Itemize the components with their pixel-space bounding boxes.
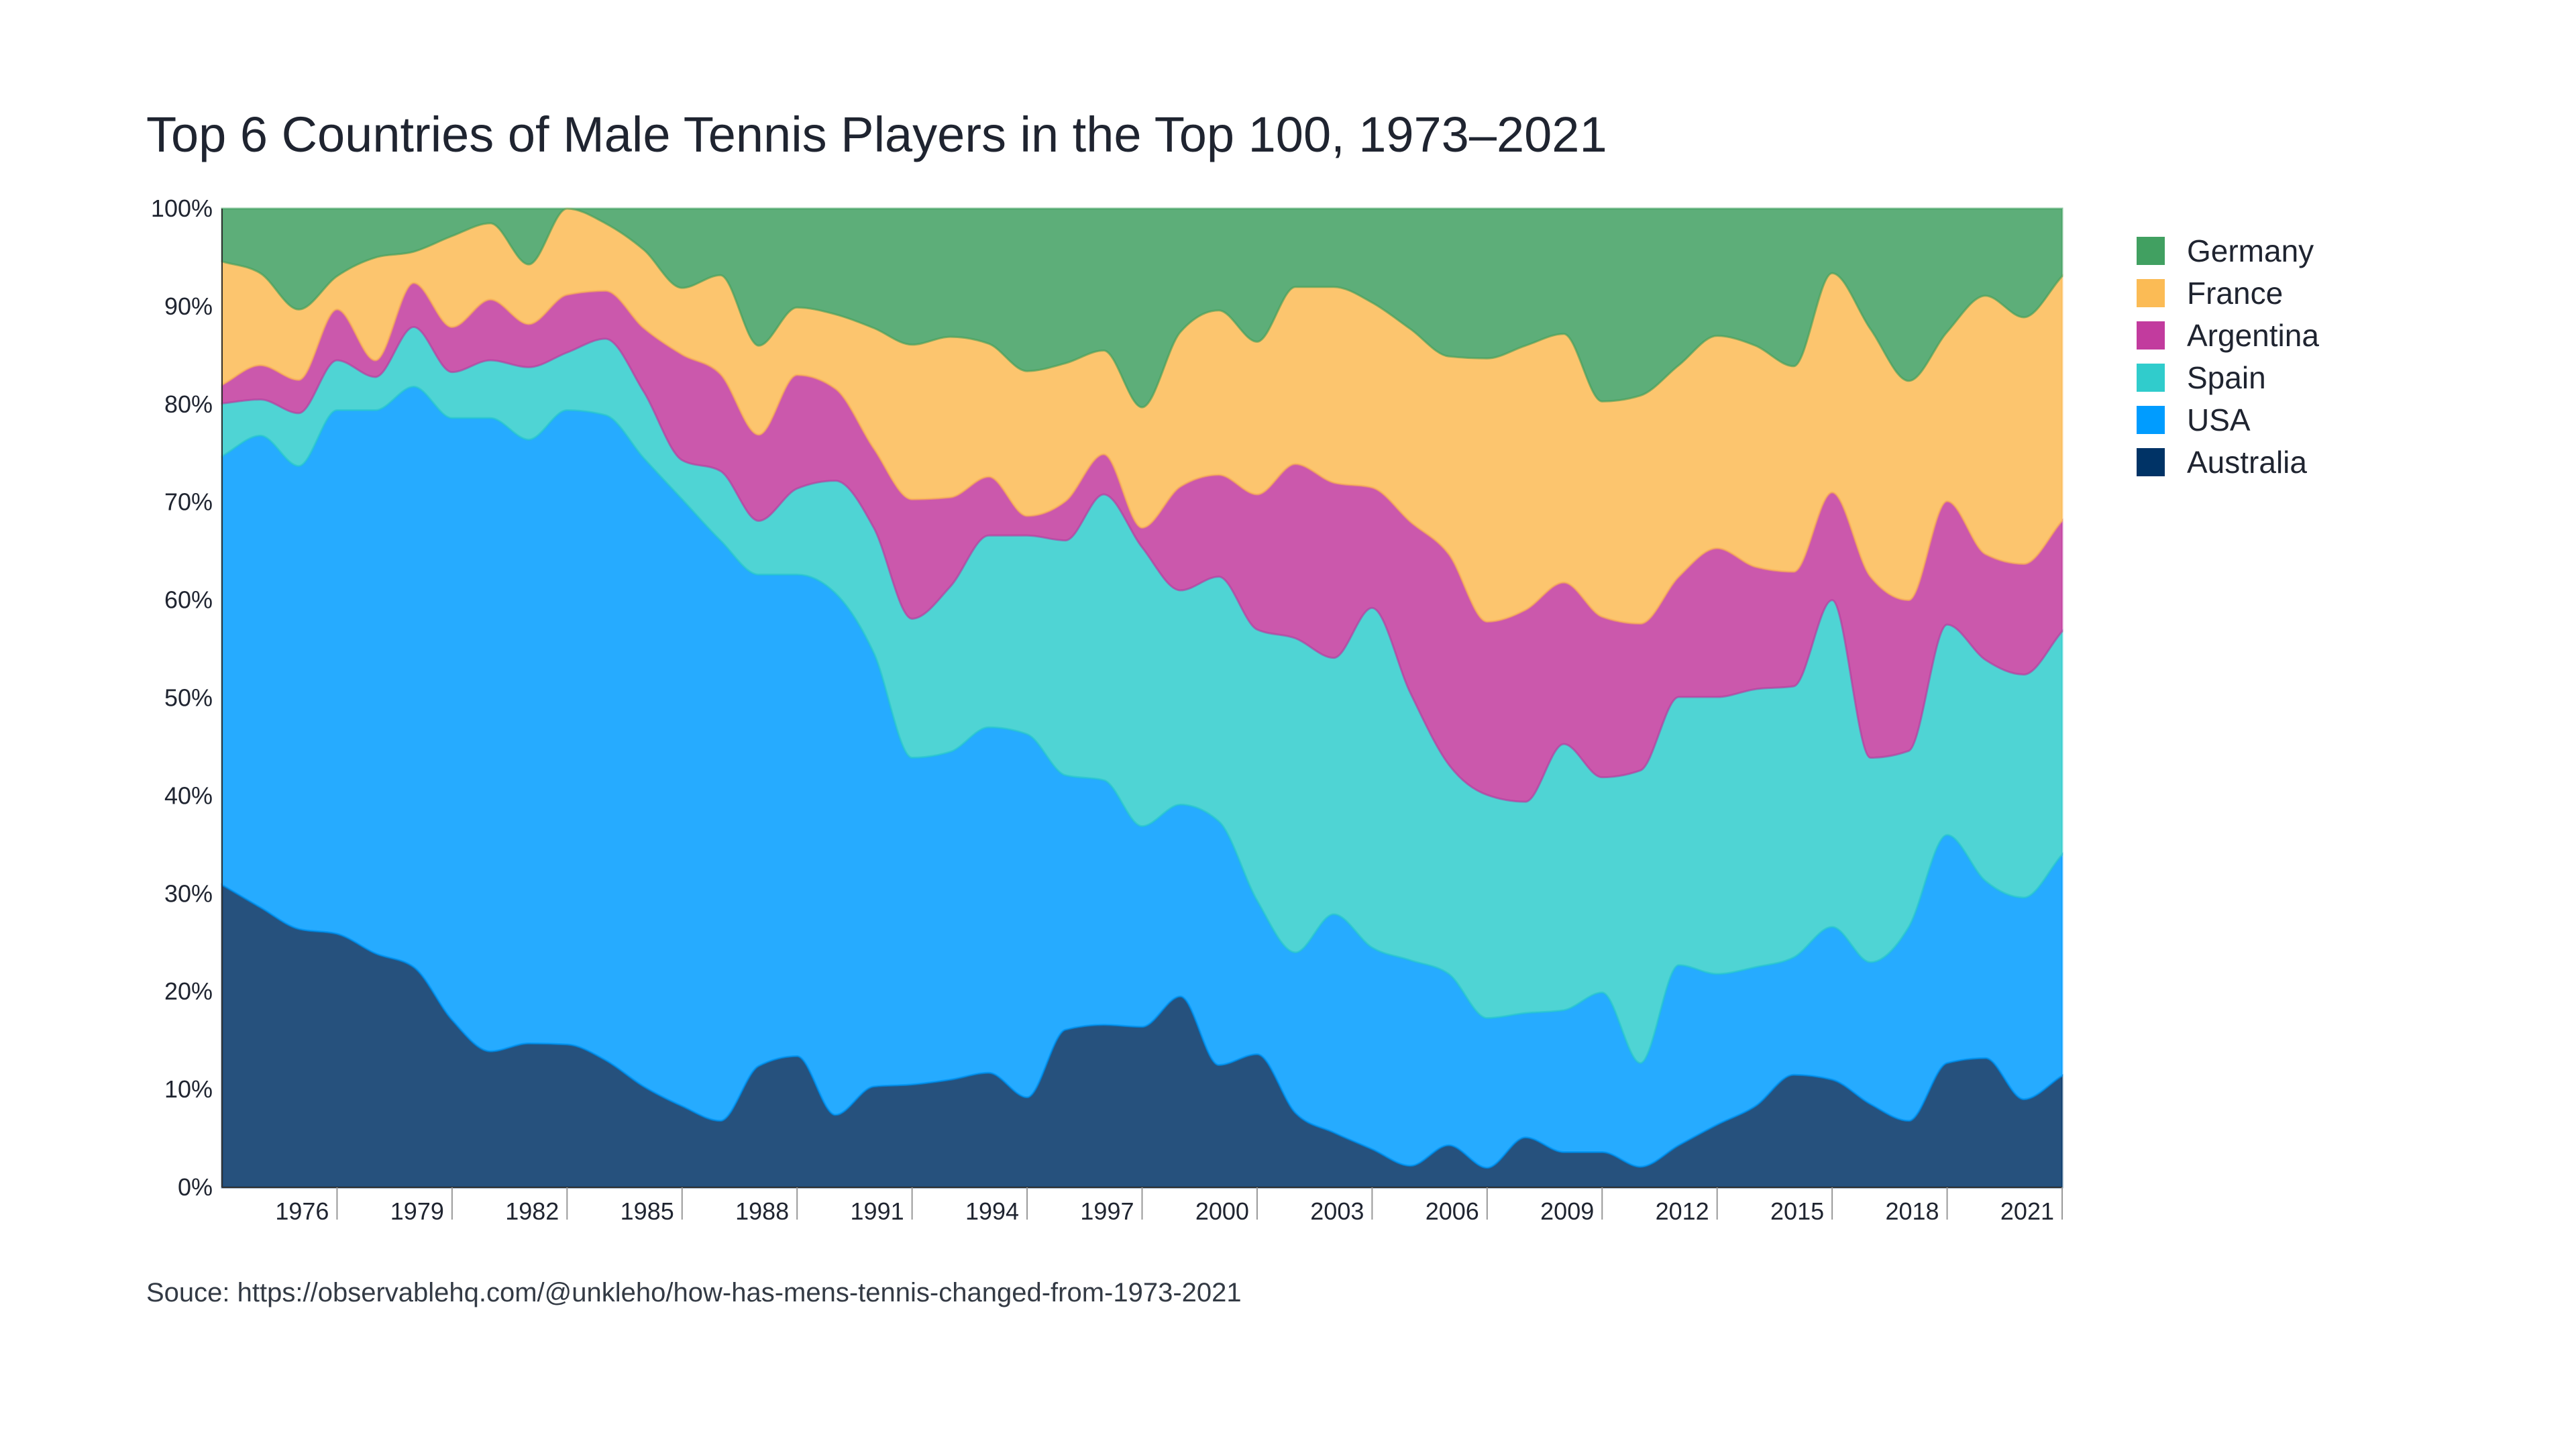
legend-item-australia[interactable]: Australia xyxy=(2137,441,2319,483)
legend-swatch xyxy=(2137,447,2165,476)
y-tick-label: 30% xyxy=(164,879,213,907)
x-tick-label: 2000 xyxy=(1195,1197,1249,1225)
y-tick-label: 40% xyxy=(164,782,213,809)
y-tick-label: 70% xyxy=(164,488,213,516)
legend-item-france[interactable]: France xyxy=(2137,272,2319,314)
x-tick-label: 2006 xyxy=(1426,1197,1479,1225)
legend-swatch xyxy=(2137,405,2165,434)
areas-layer xyxy=(221,207,2063,1189)
legend-label: France xyxy=(2187,275,2284,311)
chart-title: Top 6 Countries of Male Tennis Players i… xyxy=(146,107,1607,162)
y-tick-label: 20% xyxy=(164,977,213,1005)
x-tick-label: 1997 xyxy=(1080,1197,1134,1225)
x-tick-label: 1979 xyxy=(390,1197,444,1225)
x-tick-label: 1988 xyxy=(735,1197,789,1225)
y-tick-label: 60% xyxy=(164,586,213,614)
x-tick-label: 2015 xyxy=(1770,1197,1824,1225)
x-tick-label: 1976 xyxy=(275,1197,329,1225)
x-tick-label: 1991 xyxy=(851,1197,904,1225)
legend-item-germany[interactable]: Germany xyxy=(2137,229,2319,272)
legend-swatch xyxy=(2137,236,2165,265)
x-tick-label: 2003 xyxy=(1310,1197,1364,1225)
y-tick-label: 80% xyxy=(164,390,213,418)
y-tick-label: 100% xyxy=(151,195,213,222)
legend-item-argentina[interactable]: Argentina xyxy=(2137,314,2319,356)
y-tick-label: 90% xyxy=(164,292,213,320)
legend-swatch xyxy=(2137,278,2165,307)
legend-label: Argentina xyxy=(2187,317,2319,353)
legend: Germany France Argentina Spain USA Austr… xyxy=(2137,229,2319,483)
legend-label: Spain xyxy=(2187,360,2266,395)
legend-swatch xyxy=(2137,321,2165,350)
x-tick-label: 1985 xyxy=(621,1197,674,1225)
x-tick-label: 2012 xyxy=(1656,1197,1709,1225)
legend-swatch xyxy=(2137,363,2165,392)
area-germany xyxy=(221,207,2063,409)
x-tick-label: 2018 xyxy=(1885,1197,1939,1225)
x-tick-label: 2021 xyxy=(2000,1197,2054,1225)
x-tick-label: 1994 xyxy=(965,1197,1019,1225)
legend-item-spain[interactable]: Spain xyxy=(2137,356,2319,398)
legend-item-usa[interactable]: USA xyxy=(2137,398,2319,441)
legend-label: Australia xyxy=(2187,444,2307,480)
legend-label: USA xyxy=(2187,402,2251,437)
y-tick-label: 10% xyxy=(164,1075,213,1103)
axes-layer: 0% 10% 20% 30% 40% 50% 60% 70% 80% 90% 100% 1976 197… xyxy=(151,195,2063,1225)
legend-label: Germany xyxy=(2187,233,2314,268)
y-tick-label: 0% xyxy=(178,1173,213,1201)
x-tick-label: 2009 xyxy=(1540,1197,1594,1225)
source-note: Souce: https://observablehq.com/@unkleho… xyxy=(146,1278,1242,1307)
x-tick-label: 1982 xyxy=(505,1197,559,1225)
y-tick-label: 50% xyxy=(164,684,213,712)
